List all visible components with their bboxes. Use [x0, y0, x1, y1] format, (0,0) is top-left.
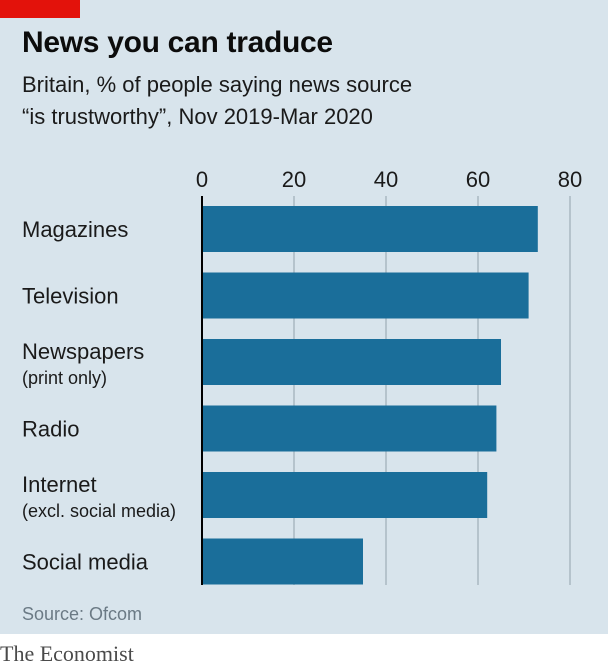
- x-tick-label: 60: [466, 167, 490, 192]
- x-tick-label: 80: [558, 167, 582, 192]
- category-label: Magazines: [22, 217, 128, 242]
- economist-brand: The Economist: [0, 641, 134, 666]
- category-label: Radio: [22, 417, 79, 442]
- x-tick-label: 40: [374, 167, 398, 192]
- category-sublabel: (print only): [22, 368, 107, 388]
- category-label: Internet: [22, 472, 97, 497]
- brand-red-tag: [0, 0, 80, 18]
- subtitle-line-1: Britain, % of people saying news source: [22, 72, 413, 97]
- subtitle-line-2: “is trustworthy”, Nov 2019-Mar 2020: [22, 104, 373, 129]
- bar: [202, 538, 363, 585]
- bar: [202, 472, 488, 518]
- bar: [202, 405, 497, 452]
- x-tick-label: 20: [282, 167, 306, 192]
- bar: [202, 272, 529, 319]
- category-sublabel: (excl. social media): [22, 501, 176, 521]
- chart-title: News you can traduce: [22, 26, 333, 59]
- source-note: Source: Ofcom: [22, 604, 143, 624]
- category-label: Social media: [22, 550, 149, 575]
- bar: [202, 339, 501, 385]
- chart-subtitle: Britain, % of people saying news source …: [22, 69, 582, 133]
- category-label: Newspapers: [22, 339, 144, 364]
- bar-chart: 0 20 40 60 80 Magazines Television Newspapers (p…: [22, 167, 582, 585]
- bar: [202, 206, 538, 252]
- category-label: Television: [22, 284, 119, 309]
- x-tick-label: 0: [196, 167, 208, 192]
